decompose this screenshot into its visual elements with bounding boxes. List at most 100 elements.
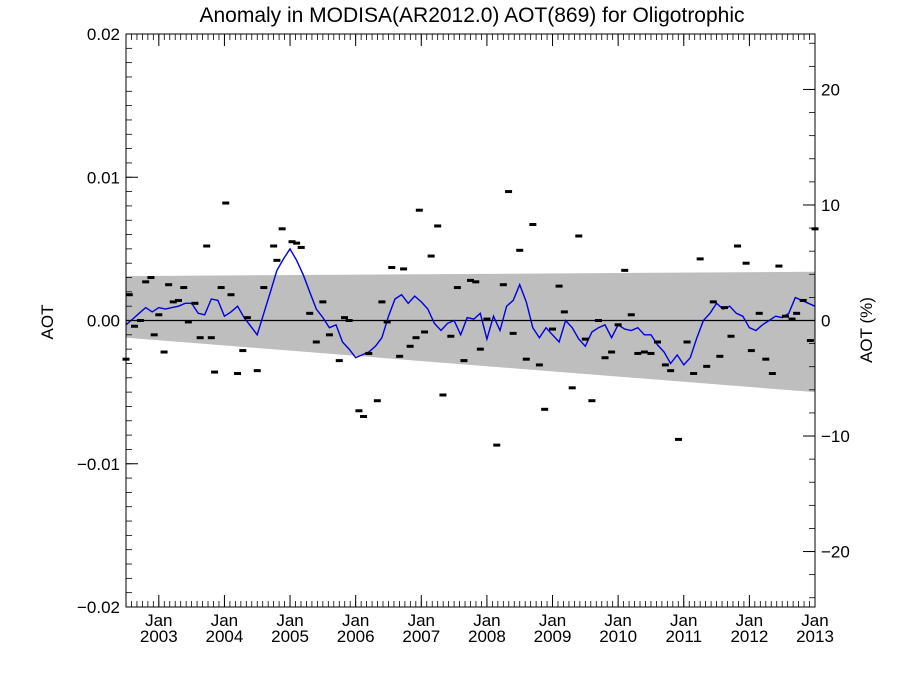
data-point (297, 245, 305, 249)
data-point (439, 393, 447, 397)
y-tick-label: −0.02 (77, 598, 120, 617)
data-point (345, 319, 353, 322)
data-point (793, 311, 801, 315)
data-point (239, 349, 247, 353)
data-point (147, 276, 155, 280)
data-point (288, 240, 296, 244)
data-point (460, 359, 468, 363)
data-point (207, 336, 215, 340)
data-point (253, 369, 261, 373)
data-point (575, 234, 583, 238)
data-point (260, 286, 268, 290)
data-point (775, 264, 783, 268)
data-point (453, 286, 461, 290)
data-point (388, 265, 396, 269)
data-point (499, 283, 507, 287)
trend-line (125, 247, 816, 367)
data-point (549, 327, 557, 331)
data-point (493, 443, 501, 447)
y-tick-label: 0.01 (87, 168, 120, 187)
data-point (627, 313, 635, 317)
data-point (640, 350, 648, 354)
data-point (406, 344, 414, 348)
data-point (654, 340, 662, 344)
data-point (781, 314, 789, 318)
y-tick-label: 0.02 (87, 25, 120, 44)
data-point (799, 298, 807, 302)
x-tick-month: Jan (276, 611, 303, 630)
data-point (319, 300, 327, 304)
data-point (535, 363, 543, 367)
data-point (806, 339, 814, 343)
data-point (142, 280, 150, 284)
x-tick-year: 2011 (665, 627, 702, 646)
y2-tick-label: 0 (821, 312, 830, 331)
x-tick-year: 2010 (599, 627, 637, 646)
data-point (690, 372, 698, 376)
data-point (647, 351, 655, 355)
data-point (727, 334, 735, 338)
data-point (222, 201, 230, 205)
data-point (227, 293, 235, 297)
data-point (516, 248, 524, 252)
x-tick-month: Jan (408, 611, 435, 630)
data-point (522, 357, 530, 361)
x-tick-year: 2012 (730, 627, 768, 646)
data-point (476, 347, 484, 351)
x-tick-month: Jan (670, 611, 697, 630)
data-point (415, 208, 423, 212)
x-tick-month: Jan (801, 611, 828, 630)
data-point (312, 340, 320, 344)
data-point (360, 414, 368, 418)
data-point (555, 284, 563, 288)
data-point (383, 320, 391, 324)
x-tick-year: 2009 (534, 627, 572, 646)
x-tick-month: Jan (539, 611, 566, 630)
data-point (169, 300, 177, 304)
data-point (675, 437, 683, 441)
data-point (150, 333, 158, 337)
data-point (661, 363, 669, 367)
data-point (788, 317, 796, 321)
data-point (762, 357, 770, 361)
x-tick-year: 2006 (337, 627, 375, 646)
data-point (434, 224, 442, 228)
data-point (234, 372, 242, 376)
data-point (768, 372, 776, 376)
data-point (709, 300, 717, 304)
data-point (125, 293, 133, 297)
data-point (634, 351, 642, 355)
data-point (601, 356, 609, 360)
data-point (696, 257, 704, 261)
data-point (447, 334, 455, 338)
data-point (355, 409, 363, 413)
y2-tick-label: 10 (821, 196, 840, 215)
x-tick-year: 2004 (206, 627, 244, 646)
y-tick-label: −0.01 (77, 455, 120, 474)
x-tick-year: 2008 (468, 627, 506, 646)
data-point (293, 241, 301, 245)
data-point (155, 313, 163, 317)
y2-tick-label: 20 (821, 80, 840, 99)
data-point (614, 323, 622, 327)
data-point (270, 244, 278, 248)
data-point (306, 311, 314, 315)
data-point (203, 244, 211, 248)
data-point (529, 223, 537, 227)
data-point (341, 316, 349, 320)
data-point (472, 280, 480, 284)
data-point (568, 386, 576, 390)
data-point (278, 227, 286, 231)
data-point (509, 331, 517, 335)
x-tick-year: 2007 (402, 627, 440, 646)
x-tick-month: Jan (342, 611, 369, 630)
data-point (720, 306, 728, 310)
data-point (373, 399, 381, 403)
data-point (703, 364, 711, 368)
x-tick-year: 2005 (271, 627, 309, 646)
uncertainty-band (126, 271, 815, 393)
data-point (217, 286, 225, 290)
x-tick-month: Jan (211, 611, 238, 630)
y2-tick-label: −10 (821, 427, 850, 446)
